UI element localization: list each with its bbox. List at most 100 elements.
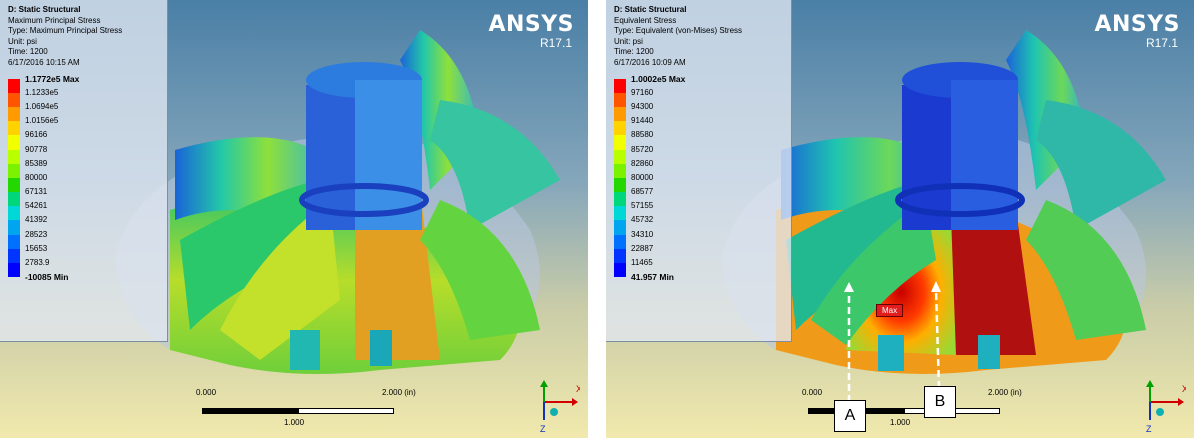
axis-triad-right[interactable]: X Z: [1126, 380, 1186, 436]
legend-swatch: [614, 177, 626, 193]
legend-swatch: [8, 234, 20, 249]
legend-band-left-12: 15653: [8, 244, 167, 263]
legend-band-left-5: 90778: [8, 145, 167, 164]
brand-name-right: ANSYS: [1094, 12, 1180, 37]
result-unit-right: Unit: psi: [614, 36, 643, 46]
legend-band-left-13: 2783.9: [8, 258, 167, 278]
blade-left-5: [430, 100, 560, 230]
legend-swatch: [614, 263, 626, 278]
hub-boss-left-1: [290, 330, 320, 370]
legend-value-label: 80000: [631, 172, 654, 182]
result-type-left: Type: Maximum Principal Stress: [8, 26, 123, 36]
callout-a: A: [834, 400, 866, 432]
blade-left-2: [180, 180, 320, 330]
legend-value-label: 68577: [631, 187, 654, 197]
scale-one-left: 1.000: [284, 418, 305, 427]
legend-value-label: 67131: [25, 187, 48, 197]
legend-band-left-1: 1.1233e5: [8, 88, 167, 107]
cutaway-section-left: [355, 190, 440, 360]
blade-right-2: [786, 180, 926, 330]
legend-swatch: [8, 192, 20, 207]
brand-version-right: R17.1: [1145, 36, 1178, 50]
legend-swatch: [614, 92, 626, 107]
contour-legend-left: 1.1772e5 Max 1.1233e5 1.0694e5 1.0156e5 9616…: [8, 74, 167, 282]
cutaway-section-right: [951, 210, 1036, 355]
result-timestamp-left: 6/17/2016 10:15 AM: [8, 57, 80, 67]
legend-value-label: 11465: [631, 258, 653, 267]
scale-zero-right: 0.000: [802, 388, 823, 397]
blade-right-6: [1026, 200, 1146, 340]
brand-version-left: R17.1: [539, 36, 572, 50]
legend-swatch: [8, 248, 20, 263]
legend-swatch: [8, 135, 20, 150]
legend-value-label: 82860: [631, 158, 654, 168]
callout-b: B: [924, 386, 956, 418]
legend-band-right-0: 1.0002e5 Max: [614, 74, 791, 93]
viewport-equivalent-stress[interactable]: D: Static Structural Equivalent Stress T…: [606, 0, 1194, 438]
legend-swatch: [8, 220, 20, 235]
legend-value-label: 45732: [631, 215, 654, 225]
hub-boss-right-2: [978, 335, 1000, 369]
scale-zero-left: 0.000: [196, 388, 217, 397]
legend-swatch: [614, 149, 626, 164]
scale-segment-black-left: [202, 408, 298, 414]
legend-swatch: [614, 206, 626, 221]
triad-x-label-right: X: [1182, 384, 1186, 394]
result-time-left: Time: 1200: [8, 47, 48, 57]
legend-band-left-7: 80000: [8, 173, 167, 193]
scale-segment-white-left: [298, 408, 394, 414]
ansys-logo-left: ANSYS R17.1: [488, 12, 574, 51]
impeller-model-right[interactable]: [606, 0, 1194, 438]
legend-band-left-9: 54261: [8, 201, 167, 221]
legend-value-label: 1.1772e5 Max: [25, 73, 80, 84]
legend-band-right-11: 34310: [614, 230, 791, 249]
scale-two-left: 2.000 (in): [382, 388, 416, 397]
legend-value-label: 41392: [25, 215, 48, 225]
legend-value-label: 96166: [25, 130, 48, 140]
analysis-title-left: D: Static Structural: [8, 5, 81, 14]
axis-triad-left[interactable]: X Z: [520, 380, 580, 436]
result-name-right: Equivalent Stress: [614, 15, 677, 25]
legend-value-label: 57155: [631, 201, 654, 211]
shaft-ring-right: [895, 183, 1025, 217]
legend-band-left-6: 85389: [8, 159, 167, 178]
legend-value-label: 54261: [25, 201, 48, 211]
legend-value-label: 80000: [25, 172, 48, 182]
viewport-max-principal-stress[interactable]: D: Static Structural Maximum Principal S…: [0, 0, 588, 438]
legend-value-label: 1.0156e5: [25, 116, 59, 126]
impeller-model-left[interactable]: [0, 0, 588, 438]
legend-band-right-5: 85720: [614, 145, 791, 164]
legend-value-label: 1.1233e5: [25, 87, 59, 97]
legend-band-left-8: 67131: [8, 187, 167, 207]
legend-band-left-10: 41392: [8, 215, 167, 235]
legend-band-right-3: 91440: [614, 116, 791, 136]
legend-band-right-9: 57155: [614, 201, 791, 221]
legend-swatch: [8, 149, 20, 164]
brand-name-left: ANSYS: [488, 12, 574, 37]
legend-band-left-3: 1.0156e5: [8, 116, 167, 136]
legend-swatch: [8, 78, 20, 93]
legend-min-label: -10085 Min: [25, 272, 69, 283]
legend-band-right-8: 68577: [614, 187, 791, 207]
legend-band-right-10: 45732: [614, 215, 791, 235]
legend-value-label: 97160: [631, 87, 654, 97]
legend-value-label: 28523: [25, 229, 48, 239]
legend-value-label: 22887: [631, 243, 654, 253]
result-time-right: Time: 1200: [614, 47, 654, 57]
legend-swatch: [614, 192, 626, 207]
shaft-ring-left: [299, 183, 429, 217]
legend-band-left-2: 1.0694e5: [8, 102, 167, 122]
result-name-left: Maximum Principal Stress: [8, 15, 101, 25]
legend-swatch: [614, 78, 626, 93]
legend-swatch: [8, 92, 20, 107]
shaft-cut-right: [951, 80, 1018, 230]
legend-band-right-6: 82860: [614, 159, 791, 178]
max-probe-label[interactable]: Max: [876, 304, 904, 317]
legend-swatch: [8, 163, 20, 178]
result-type-right: Type: Equivalent (von-Mises) Stress: [614, 26, 743, 36]
legend-value-label: 34310: [631, 229, 654, 239]
contour-legend-right: 1.0002e5 Max 97160 94300 91440 88580 85720 828…: [614, 74, 791, 282]
scale-bar-left: 0.000 2.000 (in) 1.000: [196, 388, 436, 428]
arrow-b: [934, 289, 941, 389]
legend-band-right-2: 94300: [614, 102, 791, 122]
